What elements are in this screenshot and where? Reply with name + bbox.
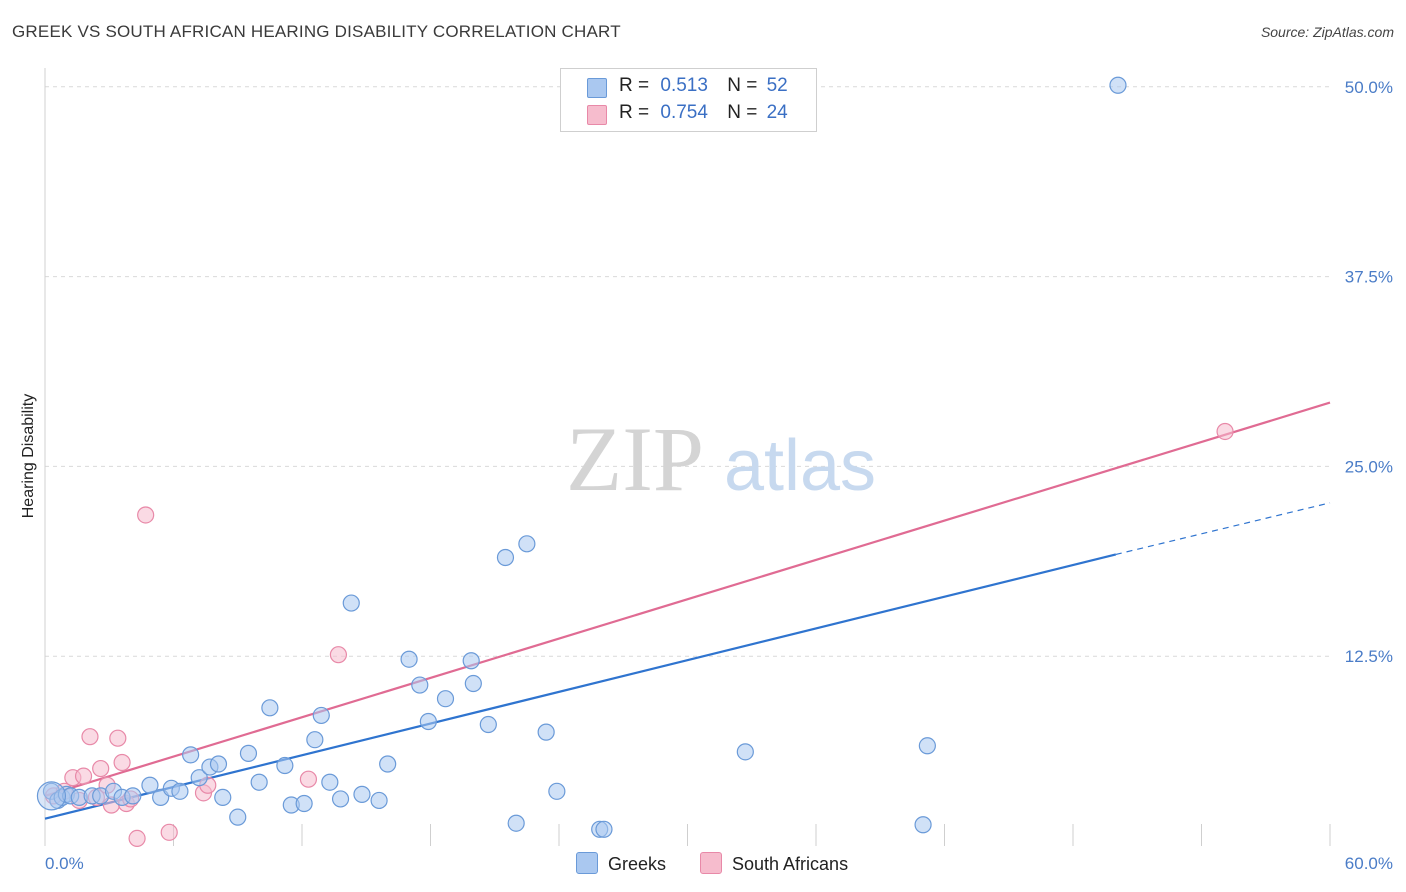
greeks-point	[548, 782, 566, 800]
greeks-point	[379, 755, 397, 773]
greeks-point	[464, 674, 482, 693]
greeks-point	[124, 787, 142, 805]
x-tick-label-min: 0.0%	[45, 854, 84, 873]
greeks-legend-label: Greeks	[608, 854, 667, 874]
greeks-point	[914, 816, 932, 834]
greeks-point	[1109, 76, 1127, 94]
greeks-point	[507, 814, 525, 832]
greeks-point	[411, 676, 429, 694]
greeks-point	[229, 808, 247, 826]
sa-r-value: 0.754	[660, 102, 708, 123]
greeks-point	[353, 785, 371, 803]
greeks-legend-swatch	[576, 852, 598, 874]
x-tick-label-max: 60.0%	[1345, 854, 1393, 873]
chart-title: GREEK VS SOUTH AFRICAN HEARING DISABILIT…	[12, 22, 621, 41]
greeks-point	[214, 788, 232, 807]
trend-lines	[44, 401, 1331, 820]
greeks-point	[239, 744, 258, 762]
watermark-zip: ZIP	[566, 408, 704, 510]
y-tick-label: 12.5%	[1345, 647, 1393, 666]
greeks-point	[182, 746, 200, 764]
greeks-point	[436, 690, 455, 708]
greeks-point	[537, 723, 555, 741]
south-africans-point	[128, 829, 146, 848]
greeks-trend-line	[44, 553, 1117, 820]
greeks-r-value: 0.513	[660, 75, 708, 96]
sa-legend-label: South Africans	[732, 854, 849, 874]
greeks-point	[918, 737, 936, 755]
axes	[44, 68, 1331, 846]
grid-lines	[45, 86, 1330, 657]
greeks-point	[370, 791, 388, 810]
south-africans-point	[299, 770, 318, 788]
greeks-point	[479, 715, 497, 734]
y-tick-label: 37.5%	[1345, 268, 1393, 287]
greeks-cluster-point	[36, 781, 67, 811]
south-africans-point	[160, 823, 178, 841]
south-africans-point	[1216, 422, 1234, 441]
greeks-point	[295, 794, 313, 813]
greeks-swatch	[587, 78, 607, 98]
greeks-point	[312, 706, 330, 725]
greeks-point	[595, 820, 613, 838]
tick-labels: 12.5% 25.0% 37.5% 50.0% 0.0% 60.0%	[45, 78, 1393, 873]
south-africans-swatch	[587, 105, 607, 125]
south-africans-point	[329, 646, 348, 664]
y-axis-label: Hearing Disability	[20, 394, 37, 519]
greeks-point	[250, 773, 268, 791]
stats-legend: R = 0.513 N = 52 R = 0.754 N = 24	[560, 68, 817, 132]
watermark-atlas: atlas	[724, 426, 876, 506]
greeks-point	[496, 548, 515, 567]
south-africans-point	[113, 753, 131, 772]
greeks-point	[331, 790, 350, 808]
y-tick-label: 50.0%	[1345, 78, 1393, 97]
sa-r-label: R =	[619, 102, 650, 123]
sa-n-label: N =	[727, 102, 758, 123]
watermark: ZIP atlas	[566, 408, 876, 510]
greeks-point	[419, 712, 437, 731]
greeks-point	[276, 756, 294, 775]
y-tick-label: 25.0%	[1345, 457, 1393, 476]
greeks-point	[400, 650, 418, 668]
greeks-r-label: R =	[619, 75, 650, 96]
greeks-points	[36, 76, 1127, 838]
greeks-point	[518, 535, 536, 553]
south-africans-point	[74, 767, 93, 785]
greeks-point	[171, 782, 189, 800]
greeks-point	[462, 652, 480, 670]
greeks-n-value: 52	[766, 75, 788, 96]
greeks-point	[306, 731, 324, 749]
south-africans-point	[92, 759, 110, 778]
greeks-trend-extension	[1115, 502, 1331, 556]
south-africans-point	[109, 729, 127, 747]
sa-n-value: 24	[766, 102, 788, 123]
south-africans-point	[81, 728, 99, 746]
sa-legend-swatch	[700, 852, 722, 874]
greeks-point	[190, 769, 208, 787]
south-africans-trend-line	[44, 401, 1331, 797]
south-africans-point	[137, 506, 155, 524]
greeks-point	[261, 699, 279, 717]
greeks-n-label: N =	[727, 75, 758, 96]
bottom-legend-south-africans[interactable]: South Africans	[700, 852, 848, 875]
greeks-point	[736, 743, 754, 761]
greeks-point	[342, 594, 360, 612]
bottom-legend-greeks[interactable]: Greeks	[576, 852, 666, 875]
greeks-point	[209, 755, 228, 773]
greeks-point	[321, 773, 339, 791]
source-label: Source: ZipAtlas.com	[1260, 24, 1394, 40]
greeks-point	[141, 776, 159, 794]
